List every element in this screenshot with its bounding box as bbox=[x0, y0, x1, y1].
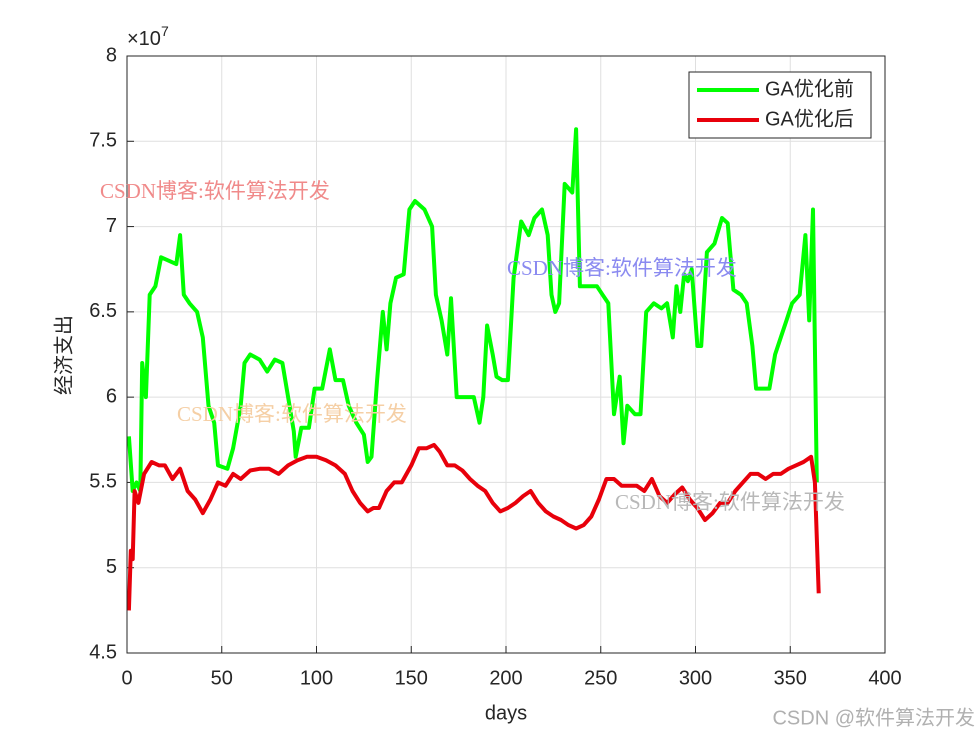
x-tick-label: 400 bbox=[868, 667, 901, 689]
y-tick-label: 7.5 bbox=[89, 130, 117, 152]
x-tick-label: 350 bbox=[774, 667, 807, 689]
exponent-base: ×10 bbox=[127, 28, 161, 50]
y-tick-label: 6.5 bbox=[89, 300, 117, 322]
y-tick-label: 4.5 bbox=[89, 641, 117, 663]
x-axis-label: days bbox=[485, 702, 527, 724]
data-line bbox=[126, 442, 821, 611]
legend-label: GA优化前 bbox=[765, 77, 854, 100]
y-tick-label: 5.5 bbox=[89, 471, 117, 493]
watermark: CSDN博客:软件算法开发 bbox=[100, 179, 330, 203]
y-tick-label: 7 bbox=[106, 215, 117, 237]
x-tick-label: 200 bbox=[489, 667, 522, 689]
watermark: CSDN博客:软件算法开发 bbox=[615, 490, 845, 514]
y-tick-label: 5 bbox=[106, 556, 117, 578]
x-tick-label: 0 bbox=[121, 667, 132, 689]
exponent-label: ×107 bbox=[127, 23, 169, 51]
plot-frame bbox=[126, 55, 886, 654]
y-tick-label: 8 bbox=[106, 44, 117, 66]
x-tick-label: 150 bbox=[395, 667, 428, 689]
watermark: CSDN博客:软件算法开发 bbox=[177, 402, 407, 426]
x-tick-label: 50 bbox=[211, 667, 233, 689]
exponent: 7 bbox=[161, 23, 169, 39]
watermark: CSDN博客:软件算法开发 bbox=[507, 256, 737, 280]
legend-box bbox=[688, 71, 872, 139]
y-axis-label: 经济支出 bbox=[52, 315, 75, 395]
legend-label: GA优化后 bbox=[765, 107, 854, 130]
x-tick-label: 100 bbox=[300, 667, 333, 689]
x-tick-label: 250 bbox=[584, 667, 617, 689]
y-tick-label: 6 bbox=[106, 385, 117, 407]
data-line bbox=[126, 127, 819, 493]
watermark: CSDN @软件算法开发 bbox=[772, 706, 975, 729]
legend: GA优化前 GA优化后 bbox=[688, 71, 872, 139]
x-tick-label: 300 bbox=[679, 667, 712, 689]
